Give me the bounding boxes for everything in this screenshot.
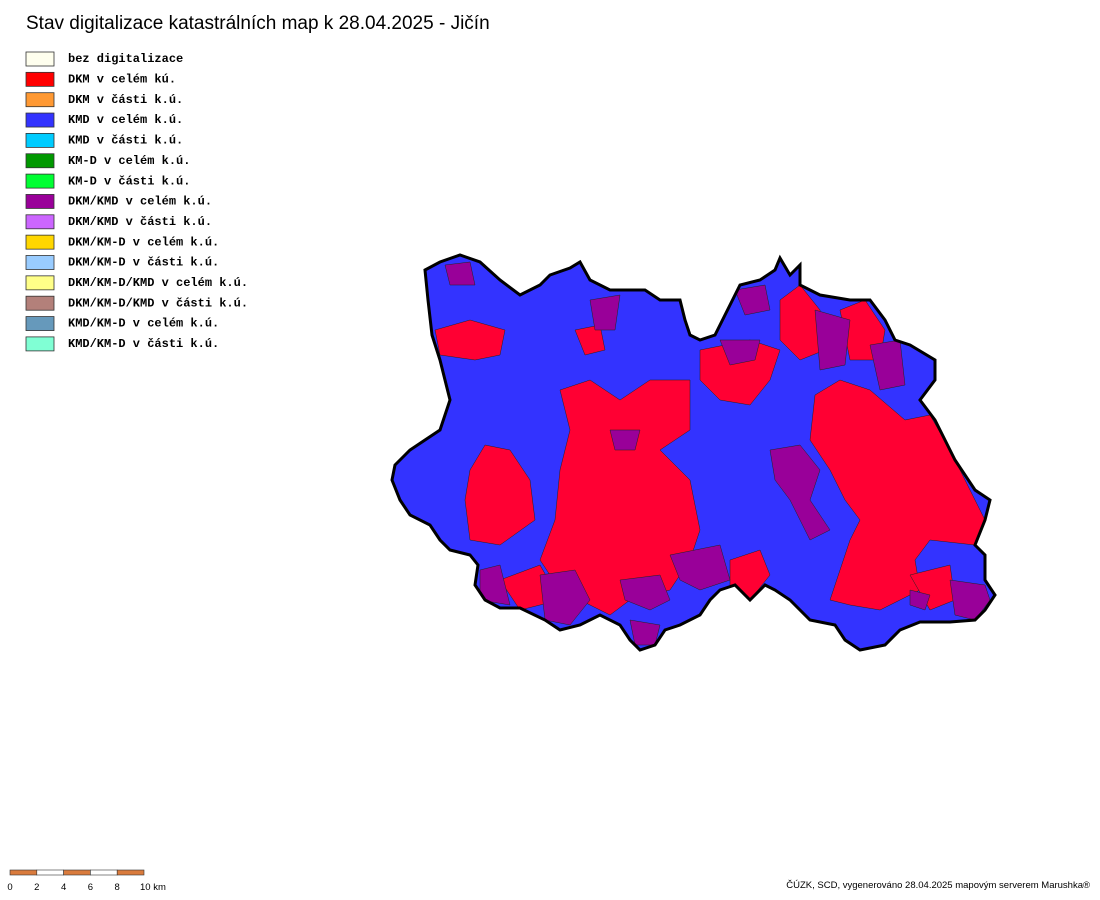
map-title: Stav digitalizace katastrálních map k 28… <box>26 13 490 34</box>
scale-label: 8 <box>115 882 120 893</box>
legend-swatch <box>25 173 55 189</box>
scale-label: 4 <box>61 882 66 893</box>
legend-label: KMD v části k.ú. <box>68 134 183 148</box>
legend-swatch <box>25 153 55 169</box>
legend-label: DKM v celém kú. <box>68 73 176 87</box>
legend-label: DKM/KM-D/KMD v části k.ú. <box>68 296 248 310</box>
legend-swatch <box>25 234 55 250</box>
legend-label: DKM/KM-D/KMD v celém k.ú. <box>68 276 248 290</box>
scale-segment <box>90 869 118 876</box>
legend-label: KM-D v části k.ú. <box>68 174 190 188</box>
legend-label: DKM/KMD v celém k.ú. <box>68 195 212 209</box>
legend-swatch <box>25 275 55 291</box>
scale-segment <box>116 869 145 876</box>
legend-swatch <box>25 316 55 331</box>
scale-label: 2 <box>34 882 39 893</box>
map-regions <box>392 255 995 650</box>
scale-label: 6 <box>88 882 93 893</box>
scale-bar: 0 2 4 6 8 10 km <box>7 869 166 893</box>
legend: bez digitalizace DKM v celém kú. DKM v čás… <box>25 51 248 352</box>
legend-swatch <box>25 51 55 67</box>
legend-swatch <box>25 295 55 311</box>
legend-swatch <box>25 255 55 270</box>
scale-label: 10 km <box>140 882 166 893</box>
legend-label: KMD/KM-D v části k.ú. <box>68 337 219 351</box>
legend-swatch <box>25 132 55 148</box>
legend-label: DKM v části k.ú. <box>68 93 183 107</box>
scale-segment <box>63 869 91 876</box>
legend-label: KMD v celém k.ú. <box>68 113 183 127</box>
legend-label: DKM/KM-D v části k.ú. <box>68 256 219 270</box>
scale-segment <box>9 869 38 876</box>
legend-swatch <box>25 214 55 230</box>
legend-swatch <box>25 336 55 352</box>
scale-label: 0 <box>7 882 12 893</box>
scale-segment <box>36 869 64 876</box>
legend-swatch <box>25 92 55 108</box>
legend-label: DKM/KMD v části k.ú. <box>68 215 212 229</box>
legend-label: KMD/KM-D v celém k.ú. <box>68 317 219 331</box>
legend-label: DKM/KM-D v celém k.ú. <box>68 235 219 249</box>
legend-swatch <box>25 71 55 87</box>
legend-swatch <box>25 112 55 128</box>
credits: ČÚZK, SCD, vygenerováno 28.04.2025 mapov… <box>786 880 1090 891</box>
legend-label: bez digitalizace <box>68 52 183 66</box>
legend-swatch <box>25 194 55 209</box>
dkm-kmd-areas <box>444 261 991 646</box>
dkm-areas <box>434 284 986 616</box>
legend-label: KM-D v celém k.ú. <box>68 154 190 168</box>
